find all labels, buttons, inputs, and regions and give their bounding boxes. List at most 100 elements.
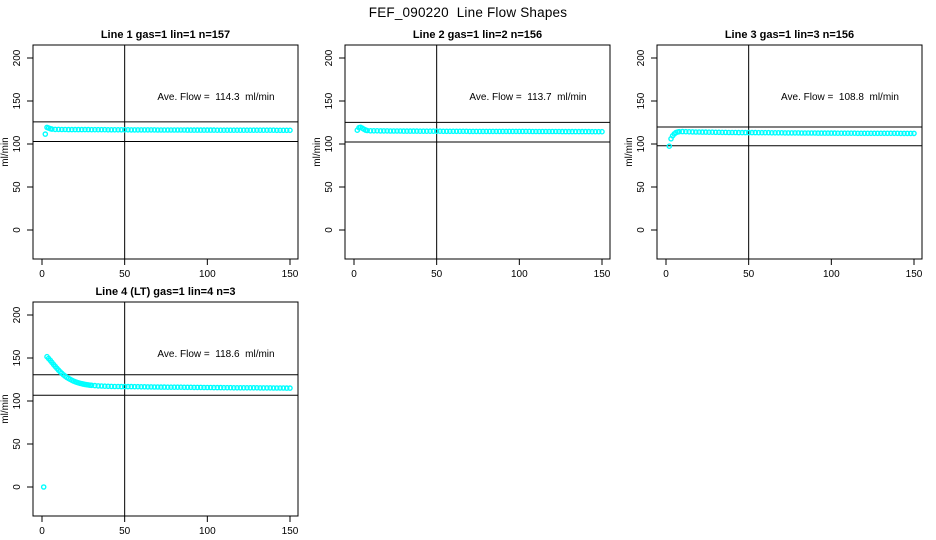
y-tick-label: 0	[12, 484, 23, 490]
data-point	[102, 383, 108, 389]
data-point	[148, 384, 154, 390]
data-point	[184, 384, 191, 391]
data-point	[174, 384, 181, 390]
y-tick-label: 200	[12, 49, 23, 66]
data-point	[795, 130, 802, 136]
data-point	[752, 129, 759, 136]
data-point	[523, 128, 529, 135]
data-point	[98, 126, 105, 133]
y-axis-title: ml/min	[312, 137, 323, 166]
panel-line-2: Line 2 gas=1 lin=2 n=156 0 50 100 150 200 ml/m…	[312, 26, 624, 283]
data-point	[121, 127, 128, 133]
data-point	[40, 484, 47, 490]
data-point	[250, 127, 257, 133]
y-axis-title: ml/min	[0, 137, 11, 166]
data-point	[267, 127, 274, 133]
data-point	[88, 382, 95, 389]
data-point	[264, 385, 270, 391]
y-tick-label: 0	[636, 227, 647, 233]
x-tick-label: 0	[663, 269, 669, 280]
data-point	[381, 128, 387, 134]
data-point	[273, 385, 280, 391]
data-point	[121, 383, 128, 390]
data-point	[841, 130, 848, 136]
data-point	[802, 130, 808, 136]
data-point	[785, 130, 792, 136]
data-point	[260, 385, 267, 391]
data-point	[749, 129, 755, 136]
data-point	[237, 127, 244, 133]
data-point	[201, 384, 207, 391]
x-tick-label: 50	[431, 269, 443, 280]
data-point	[230, 127, 237, 133]
data-point	[247, 385, 254, 391]
data-point	[257, 385, 264, 391]
data-point	[831, 130, 838, 136]
data-point	[197, 384, 204, 391]
data-point	[456, 128, 463, 135]
page-title: FEF_090220 Line Flow Shapes	[368, 5, 568, 20]
data-point	[566, 128, 572, 135]
data-point	[135, 127, 141, 133]
data-point	[237, 385, 244, 391]
data-point	[722, 129, 729, 136]
data-point	[745, 129, 752, 136]
data-point	[148, 127, 154, 133]
data-point	[387, 128, 394, 134]
data-point	[689, 129, 696, 135]
panel-title: Line 4 (LT) gas=1 lin=4 n=3	[95, 286, 235, 298]
data-point	[513, 128, 519, 135]
x-tick-label: 100	[199, 526, 216, 537]
data-point	[164, 384, 171, 390]
data-point	[92, 382, 98, 389]
data-point	[181, 127, 187, 133]
data-point	[874, 130, 881, 137]
x-tick-label: 150	[594, 269, 611, 280]
data-point	[470, 128, 476, 135]
data-point	[805, 130, 811, 136]
x-tick-label: 0	[351, 269, 357, 280]
data-point	[227, 127, 234, 133]
data-point	[161, 127, 168, 133]
x-tick-label: 0	[39, 269, 45, 280]
data-point	[755, 129, 762, 136]
data-point	[98, 383, 105, 389]
data-point	[712, 129, 719, 136]
data-point	[699, 129, 706, 135]
data-point	[371, 128, 377, 134]
chart-line-4: Line 4 (LT) gas=1 lin=4 n=3 0 50 100 150 200 m…	[0, 286, 299, 537]
data-point	[788, 130, 795, 136]
data-point	[115, 383, 121, 390]
data-point	[217, 127, 224, 133]
data-point	[214, 384, 221, 391]
data-point	[835, 130, 841, 136]
data-point	[191, 127, 197, 133]
panel-line-1: Line 1 gas=1 lin=1 n=157 0 50 100 150 200 ml/m…	[0, 26, 312, 283]
data-point	[204, 127, 211, 133]
data-point	[244, 127, 250, 133]
data-point	[430, 128, 437, 134]
data-point	[539, 128, 546, 135]
data-point	[115, 127, 121, 133]
data-point	[759, 129, 765, 136]
data-point	[138, 384, 144, 390]
data-point	[207, 384, 214, 391]
data-point	[762, 129, 768, 136]
data-point	[447, 128, 453, 135]
data-point	[696, 129, 702, 135]
plot-box	[32, 44, 299, 260]
panel-line-4: Line 4 (LT) gas=1 lin=4 n=3 0 50 100 150 200 m…	[0, 283, 312, 540]
data-point	[201, 127, 207, 133]
data-point	[254, 385, 260, 391]
data-point	[108, 127, 115, 133]
data-point	[473, 128, 480, 135]
data-point	[55, 126, 62, 133]
data-point	[864, 130, 871, 137]
y-axis: 0 50 100 150 200 ml/min	[0, 49, 33, 233]
y-tick-label: 150	[12, 349, 23, 366]
data-point	[270, 385, 277, 391]
data-point	[250, 385, 257, 391]
ave-flow-annotation: Ave. Flow = 108.8 ml/min	[781, 92, 899, 103]
data-point	[277, 127, 283, 134]
data-point	[141, 127, 148, 133]
